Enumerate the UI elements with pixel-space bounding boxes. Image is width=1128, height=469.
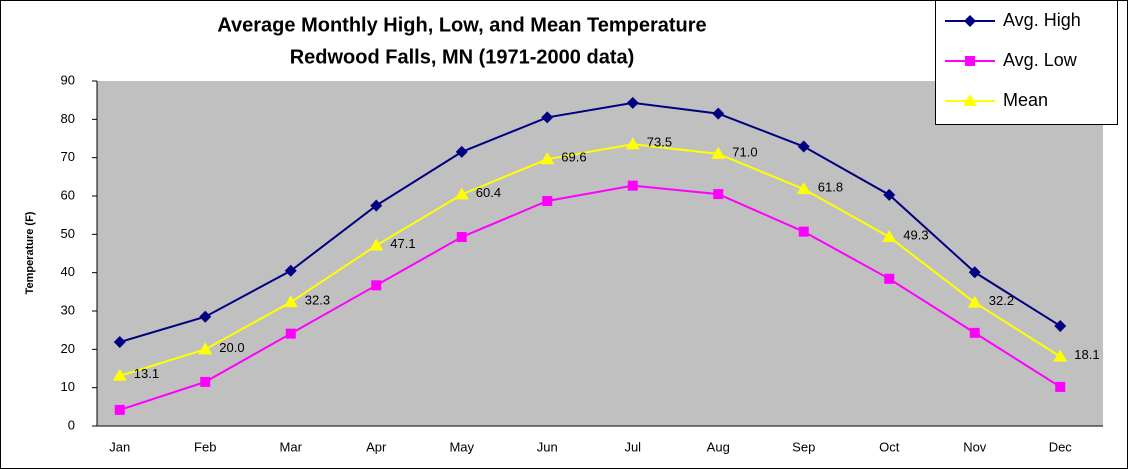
y-tick-label: 70 [61, 149, 75, 164]
data-label: 32.2 [989, 293, 1014, 308]
x-tick-label: Aug [707, 439, 730, 454]
x-tick-label: Sep [792, 439, 815, 454]
data-point [199, 310, 212, 323]
data-point [713, 189, 724, 200]
data-point [967, 295, 982, 308]
legend-marker [965, 56, 975, 66]
data-point [370, 199, 383, 212]
x-tick-label: Jun [537, 439, 558, 454]
chart-title: Average Monthly High, Low, and Mean Temp… [217, 14, 706, 36]
x-tick-label: Feb [194, 439, 216, 454]
data-point [882, 230, 897, 243]
data-label: 20.0 [219, 340, 244, 355]
data-label: 60.4 [476, 185, 501, 200]
data-label: 13.1 [134, 366, 159, 381]
x-tick-label: Mar [280, 439, 303, 454]
data-point [113, 336, 126, 349]
data-point [369, 238, 384, 251]
y-axis-title: Temperature (F) [24, 211, 36, 294]
data-point [1053, 349, 1068, 362]
plot-area [97, 81, 1103, 426]
data-point [198, 342, 213, 355]
data-label: 61.8 [818, 180, 843, 195]
legend-marker [963, 94, 977, 106]
series-line [119, 184, 1061, 411]
data-point [284, 264, 297, 277]
data-point [454, 187, 469, 200]
data-point [542, 195, 553, 206]
y-tick-label: 0 [68, 417, 75, 432]
data-point [1055, 381, 1066, 392]
data-point [285, 328, 296, 339]
data-point [541, 111, 554, 124]
data-point [283, 295, 298, 308]
x-tick-label: Nov [963, 439, 987, 454]
data-label: 32.3 [305, 293, 330, 308]
data-point [625, 137, 640, 150]
data-label: 49.3 [903, 227, 928, 242]
y-tick-label: 30 [61, 302, 75, 317]
legend-label: Mean [1003, 90, 1048, 110]
data-point [797, 140, 810, 153]
data-point [1054, 319, 1067, 332]
data-point [798, 226, 809, 237]
y-tick-label: 50 [61, 226, 75, 241]
legend-label: Avg. High [1003, 10, 1081, 30]
data-point [883, 188, 896, 201]
x-tick-label: Jan [109, 439, 130, 454]
y-tick-label: 60 [61, 187, 75, 202]
data-point [969, 327, 980, 338]
chart-subtitle: Redwood Falls, MN (1971-2000 data) [290, 46, 635, 68]
data-point [796, 182, 811, 195]
data-point [711, 146, 726, 159]
data-label: 18.1 [1074, 347, 1099, 362]
x-tick-label: Apr [366, 439, 387, 454]
data-point [968, 266, 981, 279]
data-label: 73.5 [647, 135, 672, 150]
data-point [626, 96, 639, 109]
data-point [371, 280, 382, 291]
series-line [119, 101, 1061, 344]
x-tick-label: May [449, 439, 474, 454]
data-point [112, 368, 127, 381]
data-label: 47.1 [390, 236, 415, 251]
data-point [200, 376, 211, 387]
legend-marker [964, 15, 976, 27]
legend-label: Avg. Low [1003, 50, 1078, 70]
y-tick-label: 80 [61, 111, 75, 126]
y-tick-label: 10 [61, 379, 75, 394]
data-point [455, 145, 468, 158]
data-label: 71.0 [732, 144, 757, 159]
x-tick-label: Oct [879, 439, 900, 454]
data-point [712, 107, 725, 120]
data-point [456, 232, 467, 243]
data-point [114, 404, 125, 415]
y-tick-label: 90 [61, 72, 75, 87]
y-tick-label: 20 [61, 341, 75, 356]
data-label: 69.6 [561, 150, 586, 165]
data-point [884, 273, 895, 284]
x-tick-label: Jul [624, 439, 641, 454]
x-tick-label: Dec [1049, 439, 1073, 454]
y-tick-label: 40 [61, 264, 75, 279]
data-point [540, 152, 555, 165]
data-point [627, 180, 638, 191]
series-line [119, 143, 1061, 377]
